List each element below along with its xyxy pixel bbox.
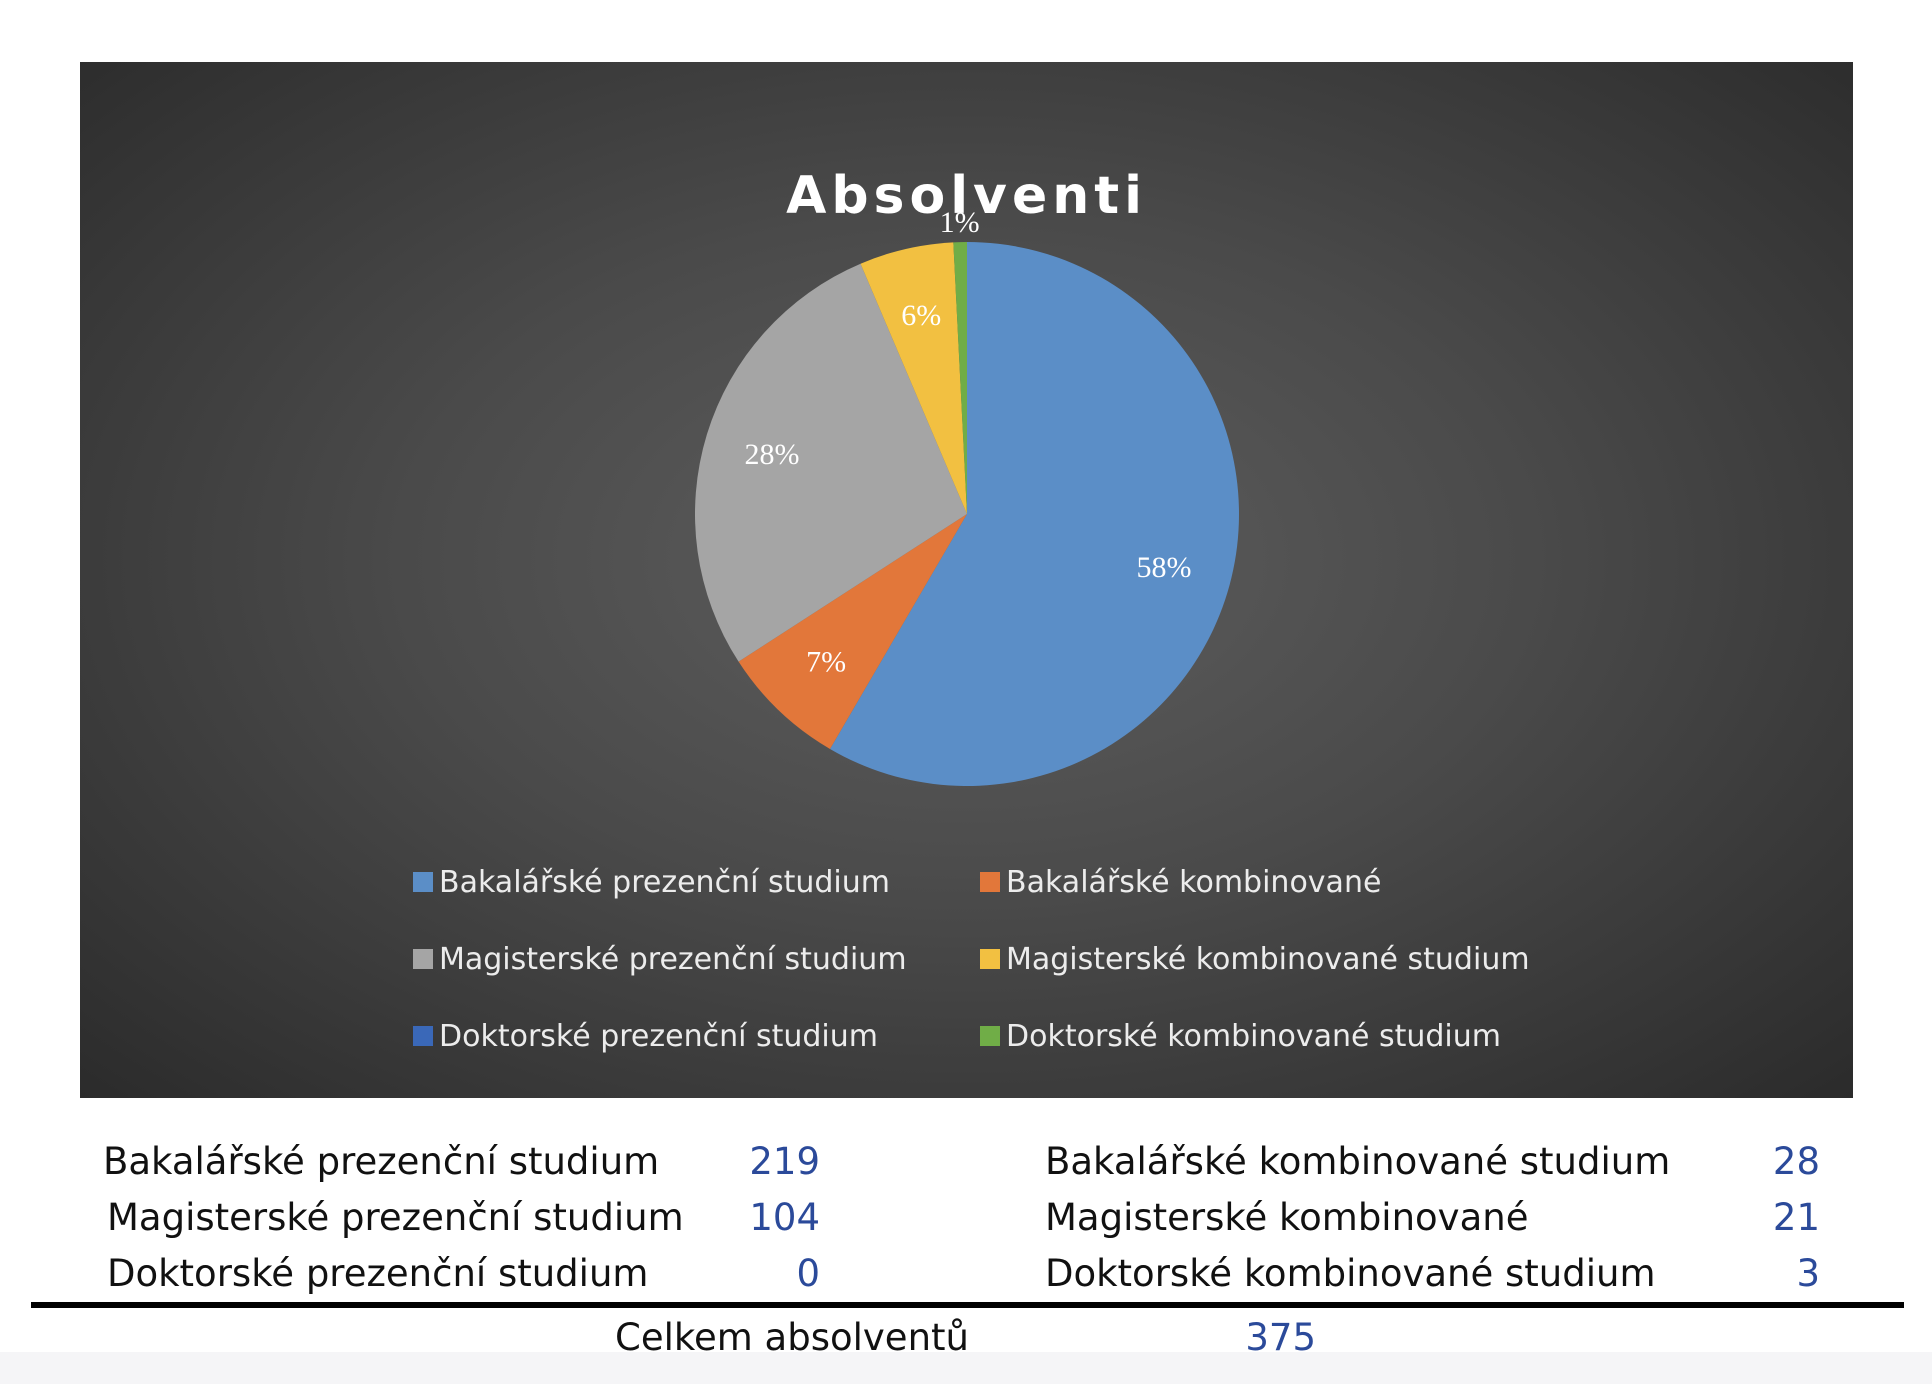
pie-slice-label: 58% [1136, 551, 1191, 584]
table-row-label: Magisterské prezenční studium [107, 1196, 684, 1239]
total-label: Celkem absolventů [615, 1316, 969, 1359]
table-row-value: 0 [796, 1252, 820, 1295]
legend-label: Bakalářské prezenční studium [439, 864, 890, 900]
pie-slice [953, 242, 967, 514]
legend-swatch [980, 949, 1000, 969]
legend-item-doktorske-prezencni: Doktorské prezenční studium [413, 1016, 878, 1056]
legend-swatch [413, 1026, 433, 1046]
legend-swatch [413, 872, 433, 892]
chart-title: Absolventi [786, 166, 1147, 226]
legend-item-bakalarske-kombinovane: Bakalářské kombinované [980, 862, 1381, 902]
pie-slice [860, 242, 967, 514]
table-row-value: 21 [1772, 1196, 1820, 1239]
legend-label: Doktorské prezenční studium [439, 1018, 878, 1054]
legend-item-magisterske-kombinovane: Magisterské kombinované studium [980, 939, 1530, 979]
table-row-value: 219 [749, 1140, 820, 1183]
legend-label: Doktorské kombinované studium [1006, 1018, 1501, 1054]
legend-item-doktorske-kombinovane: Doktorské kombinované studium [980, 1016, 1501, 1056]
legend-swatch [413, 949, 433, 969]
pie-slice-label: 1% [940, 206, 980, 239]
chart-panel: 58% 7% 28% 6% 1% Absolventi Bakalářské preze… [80, 62, 1853, 1098]
pie-slice [695, 263, 967, 662]
legend-label: Magisterské kombinované studium [1006, 941, 1530, 977]
legend-swatch [980, 872, 1000, 892]
bottom-margin [0, 1352, 1932, 1384]
pie-chart: 58% 7% 28% 6% 1% [695, 206, 1239, 786]
total-divider [31, 1302, 1904, 1308]
legend-item-bakalarske-prezencni: Bakalářské prezenční studium [413, 862, 890, 902]
legend-swatch [980, 1026, 1000, 1046]
pie-slice-label: 7% [806, 646, 846, 679]
table-row-label: Bakalářské prezenční studium [103, 1140, 660, 1183]
pie-slice [738, 514, 967, 749]
pie-slice [830, 242, 1239, 786]
table-row-value: 104 [749, 1196, 820, 1239]
legend-label: Magisterské prezenční studium [439, 941, 907, 977]
legend-item-magisterske-prezencni: Magisterské prezenční studium [413, 939, 907, 979]
table-row-label: Magisterské kombinované [1045, 1196, 1529, 1239]
pie-slice-label: 28% [744, 438, 799, 471]
table-row-value: 3 [1796, 1252, 1820, 1295]
pie-slice-label: 6% [901, 299, 941, 332]
total-value: 375 [1245, 1316, 1316, 1359]
legend-label: Bakalářské kombinované [1006, 864, 1382, 900]
table-row-label: Doktorské kombinované studium [1045, 1252, 1656, 1295]
table-row-label: Doktorské prezenční studium [107, 1252, 649, 1295]
table-row-label: Bakalářské kombinované studium [1045, 1140, 1671, 1183]
table-row-value: 28 [1772, 1140, 1820, 1183]
